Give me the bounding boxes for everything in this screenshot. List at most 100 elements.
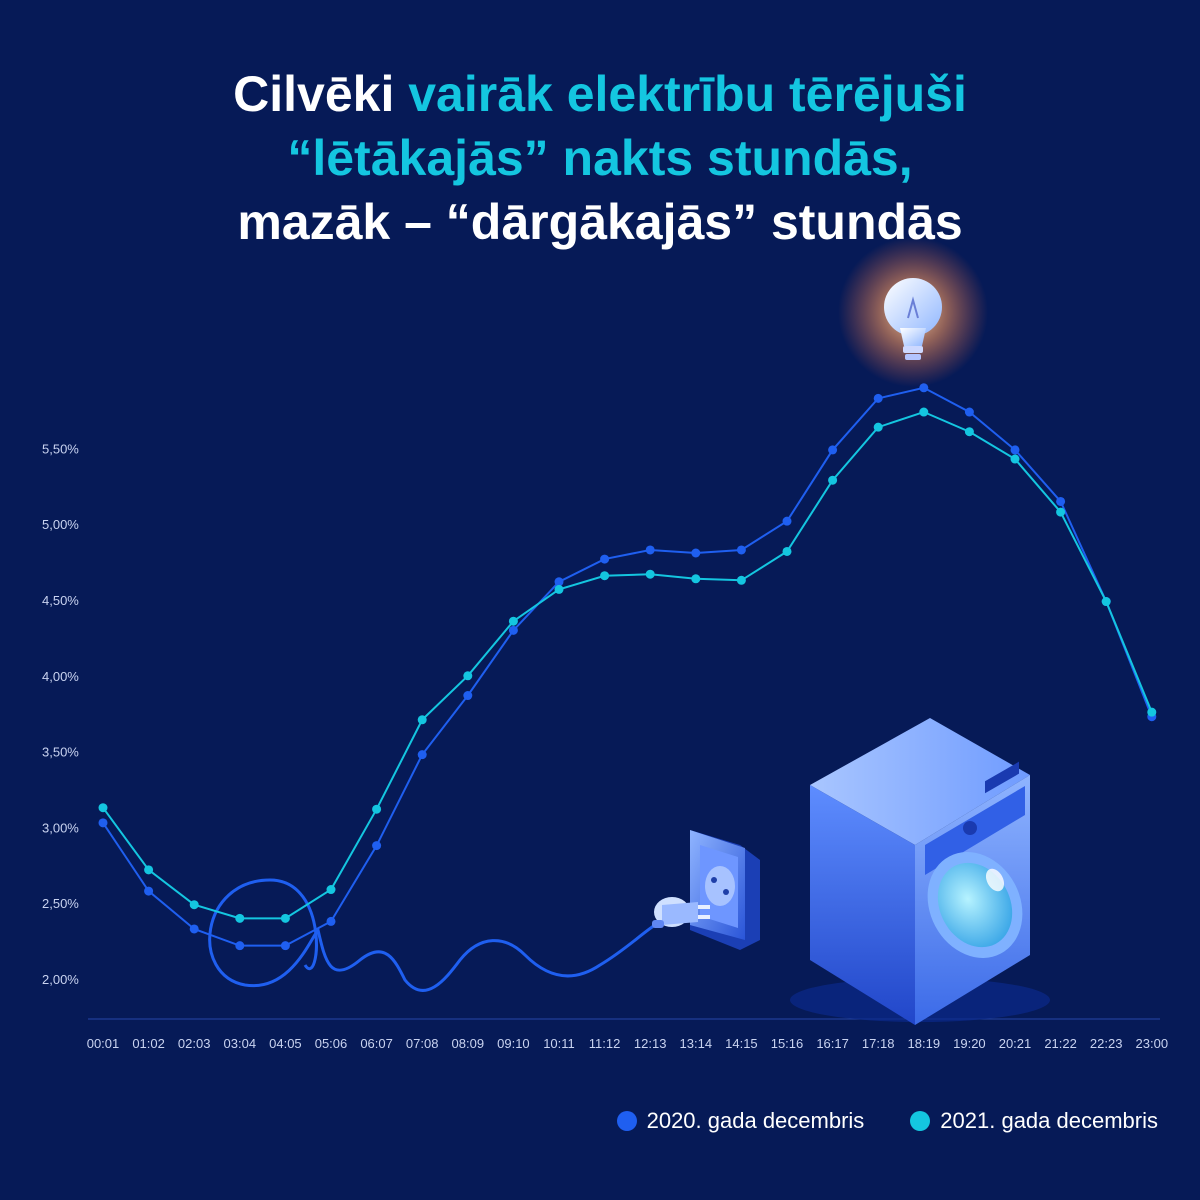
data-point bbox=[417, 750, 427, 760]
data-point bbox=[280, 913, 290, 923]
x-tick-label: 19:20 bbox=[953, 1036, 986, 1051]
data-point bbox=[280, 941, 290, 951]
title-line-1: Cilvēki vairāk elektrību tērējuši bbox=[0, 62, 1200, 126]
x-tick-label: 11:12 bbox=[589, 1036, 621, 1051]
data-point bbox=[554, 577, 564, 587]
y-tick-label: 2,00% bbox=[42, 972, 79, 987]
data-point bbox=[554, 584, 564, 594]
y-tick-label: 3,50% bbox=[42, 745, 79, 760]
data-point bbox=[463, 691, 473, 701]
data-point bbox=[98, 803, 108, 813]
data-point bbox=[964, 407, 974, 417]
x-tick-label: 07:08 bbox=[406, 1036, 439, 1051]
series-2020 bbox=[98, 383, 1157, 951]
x-tick-label: 12:13 bbox=[634, 1036, 667, 1051]
legend-dot-2021 bbox=[910, 1111, 931, 1131]
x-tick-label: 18:19 bbox=[908, 1036, 941, 1051]
x-tick-label: 17:18 bbox=[862, 1036, 895, 1051]
data-point bbox=[1056, 507, 1066, 517]
legend: 2020. gada decembris 2021. gada decembri… bbox=[616, 1108, 1158, 1134]
data-point bbox=[189, 900, 199, 910]
lightbulb-icon bbox=[838, 237, 988, 387]
y-axis-ticks: 5,50% 5,00% 4,50% 4,00% 3,50% 3,00% 2,50% 2,00% bbox=[42, 441, 79, 987]
data-point bbox=[736, 545, 746, 555]
data-point bbox=[1147, 707, 1157, 717]
data-point bbox=[463, 671, 473, 681]
title-line-3: mazāk – “dārgākajās” stundās bbox=[237, 194, 963, 250]
series-line bbox=[102, 410, 1153, 920]
data-point bbox=[508, 616, 518, 626]
x-tick-label: 15:16 bbox=[771, 1036, 804, 1051]
power-socket-icon bbox=[690, 830, 760, 950]
data-point bbox=[98, 818, 108, 828]
series-2021 bbox=[98, 407, 1157, 923]
x-tick-label: 00:01 bbox=[87, 1036, 120, 1051]
data-point bbox=[144, 865, 154, 875]
x-tick-label: 22:23 bbox=[1090, 1036, 1123, 1051]
data-point bbox=[326, 885, 336, 895]
y-tick-label: 5,50% bbox=[42, 441, 79, 456]
data-point bbox=[691, 548, 701, 558]
y-tick-label: 3,00% bbox=[42, 820, 79, 835]
data-point bbox=[600, 571, 610, 581]
legend-item-2020: 2020. gada decembris bbox=[616, 1108, 864, 1134]
x-tick-label: 21:22 bbox=[1044, 1036, 1077, 1051]
data-point bbox=[189, 924, 199, 934]
data-point bbox=[782, 516, 792, 526]
data-point bbox=[873, 393, 883, 403]
y-tick-label: 4,00% bbox=[42, 669, 79, 684]
legend-label-2021: 2021. gada decembris bbox=[940, 1108, 1158, 1133]
x-tick-label: 09:10 bbox=[497, 1036, 530, 1051]
data-point bbox=[828, 445, 838, 455]
data-point bbox=[372, 804, 382, 814]
series-line bbox=[102, 386, 1153, 947]
power-plug-icon bbox=[652, 897, 710, 928]
data-point bbox=[645, 545, 655, 555]
data-point bbox=[964, 427, 974, 437]
x-tick-label: 04:05 bbox=[269, 1036, 302, 1051]
cable-icon bbox=[208, 878, 656, 992]
x-tick-label: 05:06 bbox=[315, 1036, 348, 1051]
data-point bbox=[508, 625, 518, 635]
x-tick-label: 23:00 bbox=[1136, 1036, 1169, 1051]
data-point bbox=[144, 886, 154, 896]
title-line-2: “lētākajās” nakts stundās, bbox=[287, 130, 913, 186]
x-tick-label: 02:03 bbox=[178, 1036, 211, 1051]
data-point bbox=[372, 841, 382, 851]
y-tick-label: 4,50% bbox=[42, 593, 79, 608]
x-tick-label: 13:14 bbox=[680, 1036, 713, 1051]
title-segment-cyan-1: vairāk elektrību tērējuši bbox=[408, 66, 967, 122]
x-tick-label: 10:11 bbox=[543, 1036, 575, 1051]
data-point bbox=[1010, 454, 1020, 464]
data-point bbox=[235, 941, 245, 951]
data-point bbox=[1101, 597, 1111, 607]
data-point bbox=[828, 475, 838, 485]
x-tick-label: 01:02 bbox=[132, 1036, 165, 1051]
y-tick-label: 2,50% bbox=[42, 896, 79, 911]
data-point bbox=[919, 407, 929, 417]
data-point bbox=[873, 422, 883, 432]
data-point bbox=[417, 715, 427, 725]
x-tick-label: 20:21 bbox=[999, 1036, 1032, 1051]
data-point bbox=[645, 569, 655, 579]
legend-dot-2020 bbox=[616, 1111, 637, 1131]
x-tick-label: 16:17 bbox=[816, 1036, 849, 1051]
data-point bbox=[1056, 496, 1066, 506]
data-point bbox=[1010, 445, 1020, 455]
data-point bbox=[736, 575, 746, 585]
washing-machine-icon bbox=[790, 718, 1050, 1025]
data-point bbox=[326, 916, 336, 926]
data-point bbox=[600, 554, 610, 564]
data-point bbox=[691, 574, 701, 584]
x-tick-label: 08:09 bbox=[452, 1036, 485, 1051]
chart-title: Cilvēki vairāk elektrību tērējuši “lētāk… bbox=[0, 62, 1200, 254]
series-group bbox=[98, 383, 1157, 951]
title-segment-white-1: Cilvēki bbox=[233, 66, 395, 122]
data-point bbox=[782, 546, 792, 556]
y-tick-label: 5,00% bbox=[42, 517, 79, 532]
legend-item-2021: 2021. gada decembris bbox=[910, 1108, 1158, 1134]
x-tick-label: 14:15 bbox=[725, 1036, 758, 1051]
x-tick-label: 03:04 bbox=[224, 1036, 257, 1051]
x-axis-ticks: 00:01 01:02 02:03 03:04 04:05 05:06 06:07 07:08… bbox=[87, 1036, 1168, 1051]
